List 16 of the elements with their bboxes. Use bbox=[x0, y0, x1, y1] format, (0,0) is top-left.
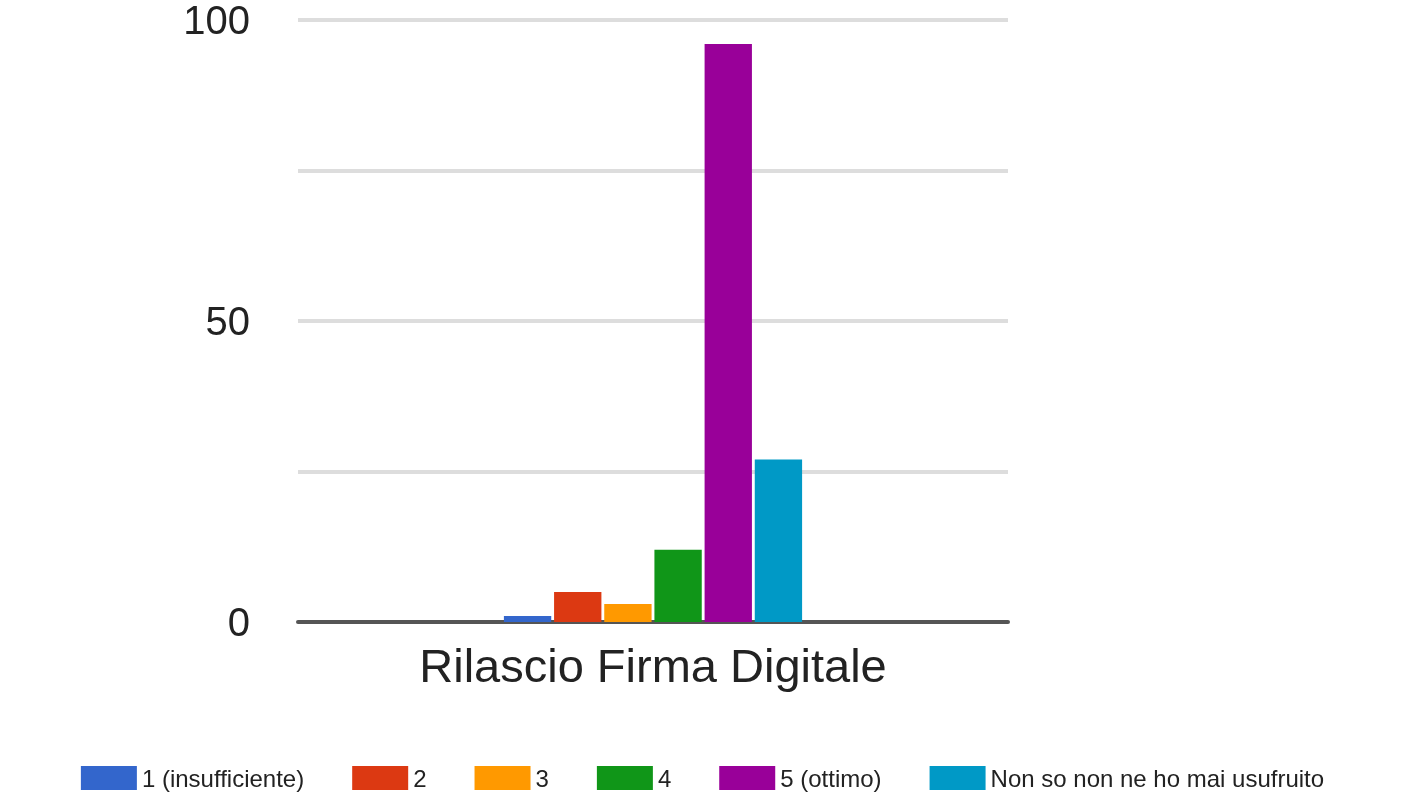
legend-label: 5 (ottimo) bbox=[780, 764, 882, 792]
y-tick-label: 0 bbox=[227, 600, 250, 644]
bar bbox=[604, 603, 652, 622]
y-tick-label: 50 bbox=[205, 299, 250, 343]
bar bbox=[554, 591, 602, 622]
legend-label: Non so non ne ho mai usufruito bbox=[990, 764, 1325, 792]
legend-label: 4 bbox=[657, 764, 672, 792]
bar bbox=[654, 549, 702, 622]
y-tick-label: 100 bbox=[183, 0, 250, 42]
legend-label: 3 bbox=[535, 764, 549, 792]
x-tick-label: Rilascio Firma Digitale bbox=[419, 639, 887, 692]
bar bbox=[704, 44, 752, 622]
bar bbox=[503, 615, 552, 622]
legend-label: 2 bbox=[413, 764, 427, 792]
bar bbox=[754, 459, 803, 622]
legend-label: 1 (insufficiente) bbox=[141, 764, 305, 792]
